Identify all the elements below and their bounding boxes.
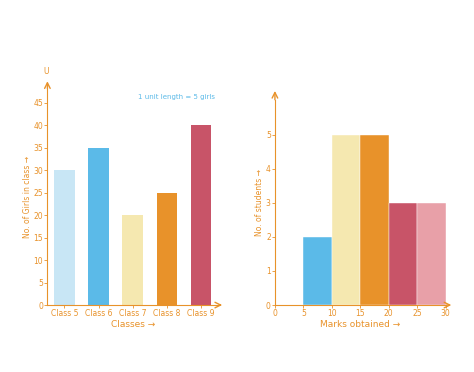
- Text: 1 unit length = 5 girls: 1 unit length = 5 girls: [137, 94, 215, 100]
- Bar: [303, 237, 332, 305]
- Bar: [122, 215, 143, 305]
- Y-axis label: No. of students →: No. of students →: [255, 169, 264, 236]
- Bar: [88, 148, 109, 305]
- Bar: [389, 203, 417, 305]
- Bar: [156, 193, 177, 305]
- X-axis label: Marks obtained →: Marks obtained →: [320, 320, 401, 328]
- Bar: [191, 125, 211, 305]
- X-axis label: Classes →: Classes →: [110, 320, 155, 328]
- Bar: [332, 135, 360, 305]
- Y-axis label: No. of Girls in class →: No. of Girls in class →: [23, 156, 32, 238]
- Bar: [417, 203, 446, 305]
- Text: U: U: [43, 67, 48, 76]
- Bar: [360, 135, 389, 305]
- Bar: [54, 170, 75, 305]
